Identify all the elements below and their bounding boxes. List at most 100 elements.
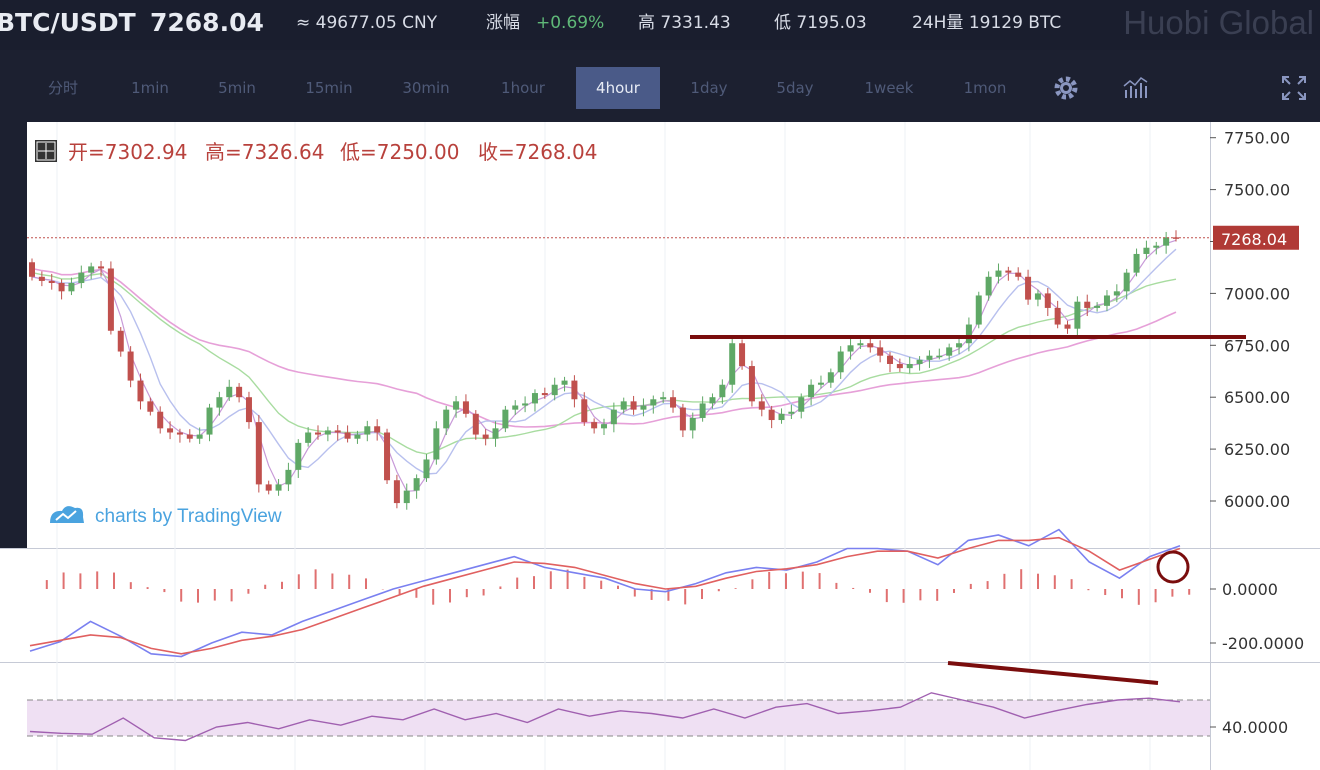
candle-body [788, 411, 795, 414]
candle-body [522, 403, 529, 406]
candle-body [245, 397, 252, 423]
interval-tab-15min[interactable]: 15min [305, 79, 353, 97]
candle-body [147, 401, 154, 412]
candle-body [778, 413, 785, 421]
price-tick-label: 6500.00 [1224, 388, 1290, 407]
candle-body [719, 384, 726, 398]
ohlc-legend: 开=7302.94 高=7326.64 低=7250.00 收=7268.04 [35, 140, 597, 164]
candle-body [965, 324, 972, 344]
interval-tab-30min[interactable]: 30min [402, 79, 450, 97]
candle-body [877, 347, 884, 356]
candle-body [127, 351, 134, 381]
rsi-axis[interactable] [1210, 663, 1320, 770]
candle-body [48, 280, 55, 284]
candle-body [29, 262, 35, 277]
high-24h: 高 7331.43 [638, 13, 731, 33]
candle-body [758, 401, 765, 410]
indicators-icon[interactable] [1122, 74, 1150, 102]
candle-body [985, 276, 992, 296]
interval-tab-timeshare[interactable]: 分时 [47, 79, 78, 97]
rsi-line [29, 692, 1181, 742]
candle-body [137, 380, 144, 402]
candle-body [1064, 324, 1071, 329]
interval-tab-1min[interactable]: 1min [131, 79, 169, 97]
candle-body [541, 393, 548, 396]
interval-tab-1day[interactable]: 1day [690, 79, 728, 97]
candle-body [1054, 307, 1061, 325]
legend-low: 低=7250.00 [340, 140, 459, 164]
fullscreen-icon[interactable] [1280, 74, 1308, 102]
low-24h: 低 7195.03 [774, 13, 867, 33]
candle-body [1084, 301, 1091, 308]
macd-panel[interactable] [0, 549, 1210, 662]
interval-tab-5day[interactable]: 5day [776, 79, 814, 97]
interval-tab-1week[interactable]: 1week [864, 79, 914, 97]
candle-body [305, 432, 312, 443]
candle-body [1025, 276, 1032, 300]
candle-body [403, 490, 410, 504]
candle-body [887, 355, 893, 364]
candle-body [295, 442, 302, 470]
candle-body [216, 397, 223, 408]
candle-body [433, 428, 440, 460]
candle-body [551, 384, 558, 396]
candle-body [591, 422, 598, 429]
candle-body [827, 372, 834, 383]
candle-body [630, 401, 637, 410]
candle-body [946, 347, 953, 356]
gear-icon[interactable] [1052, 74, 1080, 102]
price-tick-label: 6000.00 [1224, 492, 1290, 511]
candle-body [324, 430, 331, 435]
candle-body [462, 401, 469, 414]
candle-body [808, 384, 815, 398]
candle-body [817, 382, 824, 385]
candle-body [196, 434, 203, 439]
candle-body [453, 401, 460, 410]
interval-tab-1hour[interactable]: 1hour [501, 79, 545, 97]
macd-axis[interactable] [1210, 549, 1320, 662]
interval-tab-1mon[interactable]: 1mon [963, 79, 1007, 97]
last-price-tag-label: 7268.04 [1221, 230, 1287, 249]
candle-body [423, 459, 430, 479]
candle-body [699, 403, 706, 418]
candle-body [670, 397, 677, 408]
price-tick-label: 7500.00 [1224, 181, 1290, 200]
interval-toolbar: 分时 1min 5min 15min 30min 1hour 4hour 1da… [0, 60, 1320, 116]
interval-tab-5min[interactable]: 5min [218, 79, 256, 97]
tradingview-watermark[interactable]: charts by TradingView [50, 506, 282, 527]
rsi-tick-label: 40.0000 [1222, 718, 1288, 737]
candle-body [739, 343, 746, 367]
candle-body [768, 409, 775, 421]
candle-body [926, 355, 933, 360]
candle-body [1153, 245, 1160, 248]
candle-body [689, 417, 696, 431]
candle-body [660, 397, 667, 400]
candle-body [167, 428, 174, 433]
candle-body [117, 330, 124, 352]
macd-tick-label: -200.0000 [1222, 634, 1304, 653]
candle-body [640, 405, 647, 410]
candle-body [571, 380, 578, 400]
change-label: 涨幅 [486, 13, 520, 33]
candle-body [975, 295, 982, 325]
candle-body [956, 343, 963, 348]
candle-body [275, 484, 282, 491]
candle-body [502, 409, 509, 429]
candle-body [512, 405, 519, 410]
candle-body [186, 434, 193, 439]
candle-body [679, 407, 686, 431]
candle-body [265, 484, 272, 491]
candle-body [1103, 295, 1110, 306]
candle-body [906, 363, 913, 369]
legend-high: 高=7326.64 [205, 140, 324, 164]
candle-body [1113, 291, 1120, 296]
volume-24h: 24H量 19129 BTC [912, 13, 1062, 33]
candle-body [443, 409, 450, 429]
candle-body [384, 432, 391, 481]
interval-tab-4hour[interactable]: 4hour [576, 67, 660, 109]
price-tick-label: 7000.00 [1224, 284, 1290, 303]
candle-body [1044, 293, 1051, 308]
candle-body [393, 480, 400, 504]
candle-body [561, 380, 568, 385]
